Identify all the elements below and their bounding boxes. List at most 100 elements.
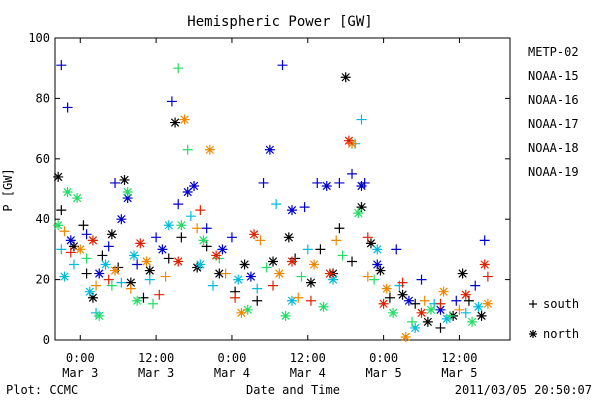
data-point-south bbox=[106, 280, 117, 291]
data-point-north bbox=[245, 271, 256, 282]
data-point-north bbox=[176, 220, 187, 231]
data-point-north bbox=[94, 310, 105, 321]
data-point-north bbox=[426, 304, 437, 315]
data-point-north bbox=[356, 180, 367, 191]
data-point-north bbox=[182, 187, 193, 198]
data-point-north bbox=[144, 265, 155, 276]
data-point-north bbox=[214, 268, 225, 279]
data-point-south bbox=[68, 259, 79, 270]
data-point-south bbox=[201, 223, 212, 234]
y-axis: 0 20 40 60 80 100 bbox=[28, 31, 510, 347]
x-tick-date: Mar 5 bbox=[366, 366, 402, 380]
data-point-north bbox=[119, 174, 130, 185]
data-point-south bbox=[258, 177, 269, 188]
data-point-south bbox=[81, 229, 92, 240]
legend-marker-label: north bbox=[543, 327, 579, 341]
data-point-south bbox=[334, 223, 345, 234]
legend-item: NOAA-18 bbox=[528, 141, 579, 155]
data-point-south bbox=[160, 271, 171, 282]
data-point-north bbox=[68, 241, 79, 252]
x-tick-date: Mar 3 bbox=[62, 366, 98, 380]
data-point-south bbox=[195, 205, 206, 216]
legend-item: NOAA-16 bbox=[528, 93, 579, 107]
data-point-north bbox=[106, 229, 117, 240]
data-point-north bbox=[100, 259, 111, 270]
x-tick-time: 0:00 bbox=[369, 351, 398, 365]
data-point-south bbox=[220, 268, 231, 279]
data-point-south bbox=[299, 202, 310, 213]
data-point-south bbox=[91, 280, 102, 291]
data-point-south bbox=[81, 268, 92, 279]
data-point-south bbox=[397, 277, 408, 288]
x-tick-time: 0:00 bbox=[217, 351, 246, 365]
data-point-south bbox=[261, 262, 272, 273]
data-point-north bbox=[84, 286, 95, 297]
data-point-north bbox=[372, 244, 383, 255]
y-tick-label: 40 bbox=[36, 212, 50, 226]
data-point-north bbox=[110, 265, 121, 276]
data-point-north bbox=[239, 259, 250, 270]
data-point-north bbox=[400, 331, 411, 342]
data-point-south bbox=[362, 232, 373, 243]
data-point-south bbox=[147, 298, 158, 309]
data-point-north bbox=[233, 274, 244, 285]
data-point-north bbox=[128, 250, 139, 261]
data-point-south bbox=[334, 177, 345, 188]
data-point-south bbox=[252, 283, 263, 294]
data-point-north bbox=[328, 274, 339, 285]
data-point-south bbox=[56, 205, 67, 216]
data-point-south bbox=[454, 304, 465, 315]
legend-marker-north-icon bbox=[529, 330, 537, 338]
y-tick-label: 60 bbox=[36, 152, 50, 166]
data-point-south bbox=[419, 295, 430, 306]
data-points bbox=[53, 60, 493, 342]
data-point-south bbox=[293, 292, 304, 303]
footer-credit: Plot: CCMC bbox=[6, 383, 78, 397]
data-point-south bbox=[81, 253, 92, 264]
data-point-north bbox=[217, 244, 228, 255]
data-point-north bbox=[467, 316, 478, 327]
data-point-north bbox=[280, 310, 291, 321]
y-tick-label: 0 bbox=[43, 333, 50, 347]
data-point-south bbox=[116, 277, 127, 288]
data-point-south bbox=[166, 96, 177, 107]
data-point-north bbox=[62, 187, 73, 198]
data-point-south bbox=[362, 271, 373, 282]
data-point-south bbox=[347, 256, 358, 267]
data-point-north bbox=[204, 144, 215, 155]
data-point-north bbox=[53, 171, 64, 182]
data-point-north bbox=[198, 235, 209, 246]
data-point-north bbox=[179, 114, 190, 125]
data-point-north bbox=[65, 235, 76, 246]
data-point-south bbox=[230, 292, 241, 303]
data-point-south bbox=[103, 241, 114, 252]
data-point-south bbox=[65, 247, 76, 258]
legend-item: NOAA-15 bbox=[528, 69, 579, 83]
y-tick-label: 20 bbox=[36, 273, 50, 287]
data-point-south bbox=[479, 235, 490, 246]
data-point-south bbox=[176, 232, 187, 243]
x-tick-date: Mar 5 bbox=[441, 366, 477, 380]
data-point-south bbox=[331, 235, 342, 246]
data-point-north bbox=[460, 289, 471, 300]
data-point-south bbox=[268, 280, 279, 291]
legend-marker-south-icon bbox=[529, 300, 537, 308]
data-point-south bbox=[185, 211, 196, 222]
data-point-north bbox=[438, 286, 449, 297]
data-point-north bbox=[353, 208, 364, 219]
data-point-south bbox=[347, 168, 358, 179]
data-point-south bbox=[59, 226, 70, 237]
data-point-north bbox=[365, 238, 376, 249]
data-point-south bbox=[62, 102, 73, 113]
x-tick-time: 0:00 bbox=[66, 351, 95, 365]
x-tick-date: Mar 4 bbox=[290, 366, 326, 380]
data-point-north bbox=[94, 268, 105, 279]
data-point-north bbox=[173, 256, 184, 267]
data-point-north bbox=[324, 268, 335, 279]
x-axis-label: Date and Time bbox=[246, 383, 340, 397]
x-tick-date: Mar 4 bbox=[214, 366, 250, 380]
x-tick-time: 12:00 bbox=[138, 351, 174, 365]
data-point-south bbox=[277, 60, 288, 71]
